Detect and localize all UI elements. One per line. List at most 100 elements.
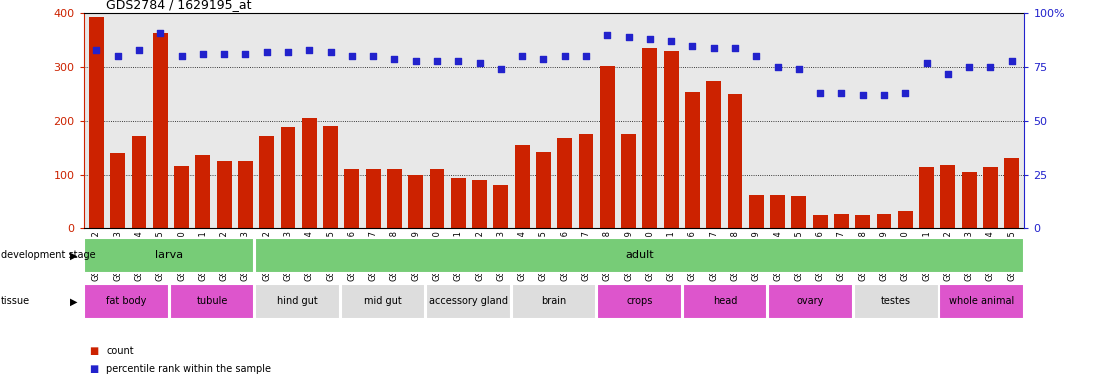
Bar xyxy=(683,284,768,319)
Bar xyxy=(340,284,425,319)
Text: ■: ■ xyxy=(89,364,98,374)
Point xyxy=(556,53,574,60)
Bar xyxy=(110,153,125,228)
Bar xyxy=(259,136,275,228)
Bar xyxy=(536,152,551,228)
Bar xyxy=(451,179,465,228)
Point xyxy=(769,64,787,70)
Bar xyxy=(855,215,870,228)
Point xyxy=(300,47,318,53)
Bar xyxy=(408,175,423,228)
Point xyxy=(215,51,233,57)
Bar xyxy=(256,284,340,319)
Point xyxy=(727,45,744,51)
Bar xyxy=(834,214,849,228)
Point xyxy=(258,49,276,55)
Text: crops: crops xyxy=(626,296,653,306)
Bar xyxy=(768,284,853,319)
Bar xyxy=(983,167,998,228)
Point xyxy=(939,71,956,77)
Bar xyxy=(280,127,296,228)
Bar xyxy=(256,238,1024,273)
Text: ovary: ovary xyxy=(797,296,825,306)
Text: larva: larva xyxy=(155,250,183,260)
Point xyxy=(513,53,531,60)
Bar xyxy=(749,195,763,228)
Bar xyxy=(941,165,955,228)
Bar xyxy=(345,169,359,228)
Bar xyxy=(812,215,828,228)
Point xyxy=(705,45,723,51)
Bar xyxy=(84,284,169,319)
Point xyxy=(194,51,212,57)
Point xyxy=(450,58,468,64)
Bar xyxy=(195,156,210,228)
Text: brain: brain xyxy=(541,296,567,306)
Bar xyxy=(472,180,487,228)
Point xyxy=(641,36,658,42)
Point xyxy=(471,60,489,66)
Bar xyxy=(643,48,657,228)
Point xyxy=(896,90,914,96)
Point xyxy=(619,34,637,40)
Bar xyxy=(876,214,892,228)
Text: mid gut: mid gut xyxy=(364,296,402,306)
Point xyxy=(811,90,829,96)
Bar xyxy=(430,169,444,228)
Point xyxy=(279,49,297,55)
Bar xyxy=(791,196,807,228)
Point xyxy=(1003,58,1021,64)
Bar xyxy=(170,284,254,319)
Text: accessory gland: accessory gland xyxy=(429,296,508,306)
Bar xyxy=(174,166,189,228)
Text: development stage: development stage xyxy=(1,250,96,260)
Bar xyxy=(324,126,338,228)
Point xyxy=(173,53,191,60)
Bar xyxy=(514,145,530,228)
Bar xyxy=(600,66,615,228)
Point xyxy=(790,66,808,73)
Bar xyxy=(622,134,636,228)
Point xyxy=(981,64,999,70)
Bar xyxy=(493,185,508,228)
Point xyxy=(87,47,105,53)
Bar xyxy=(426,284,511,319)
Bar xyxy=(217,161,232,228)
Text: GDS2784 / 1629195_at: GDS2784 / 1629195_at xyxy=(106,0,251,12)
Text: head: head xyxy=(713,296,738,306)
Point xyxy=(662,38,680,45)
Point xyxy=(321,49,339,55)
Text: whole animal: whole animal xyxy=(949,296,1014,306)
Bar xyxy=(238,161,253,228)
Point xyxy=(343,53,360,60)
Text: count: count xyxy=(106,346,134,356)
Text: testes: testes xyxy=(882,296,911,306)
Point xyxy=(535,56,552,62)
Bar xyxy=(728,94,742,228)
Point xyxy=(237,51,254,57)
Bar xyxy=(578,134,594,228)
Bar xyxy=(597,284,682,319)
Point xyxy=(109,53,127,60)
Bar xyxy=(153,33,167,228)
Bar xyxy=(132,136,146,228)
Text: adult: adult xyxy=(625,250,654,260)
Bar xyxy=(89,17,104,228)
Bar xyxy=(920,167,934,228)
Bar xyxy=(557,138,573,228)
Text: percentile rank within the sample: percentile rank within the sample xyxy=(106,364,271,374)
Text: fat body: fat body xyxy=(106,296,146,306)
Point xyxy=(364,53,382,60)
Point xyxy=(960,64,978,70)
Bar xyxy=(706,81,721,228)
Point xyxy=(833,90,850,96)
Bar xyxy=(940,284,1024,319)
Text: ■: ■ xyxy=(89,346,98,356)
Bar xyxy=(512,284,596,319)
Point xyxy=(429,58,446,64)
Bar xyxy=(770,195,785,228)
Text: ▶: ▶ xyxy=(69,250,77,260)
Point xyxy=(598,32,616,38)
Bar xyxy=(854,284,939,319)
Bar xyxy=(962,172,976,228)
